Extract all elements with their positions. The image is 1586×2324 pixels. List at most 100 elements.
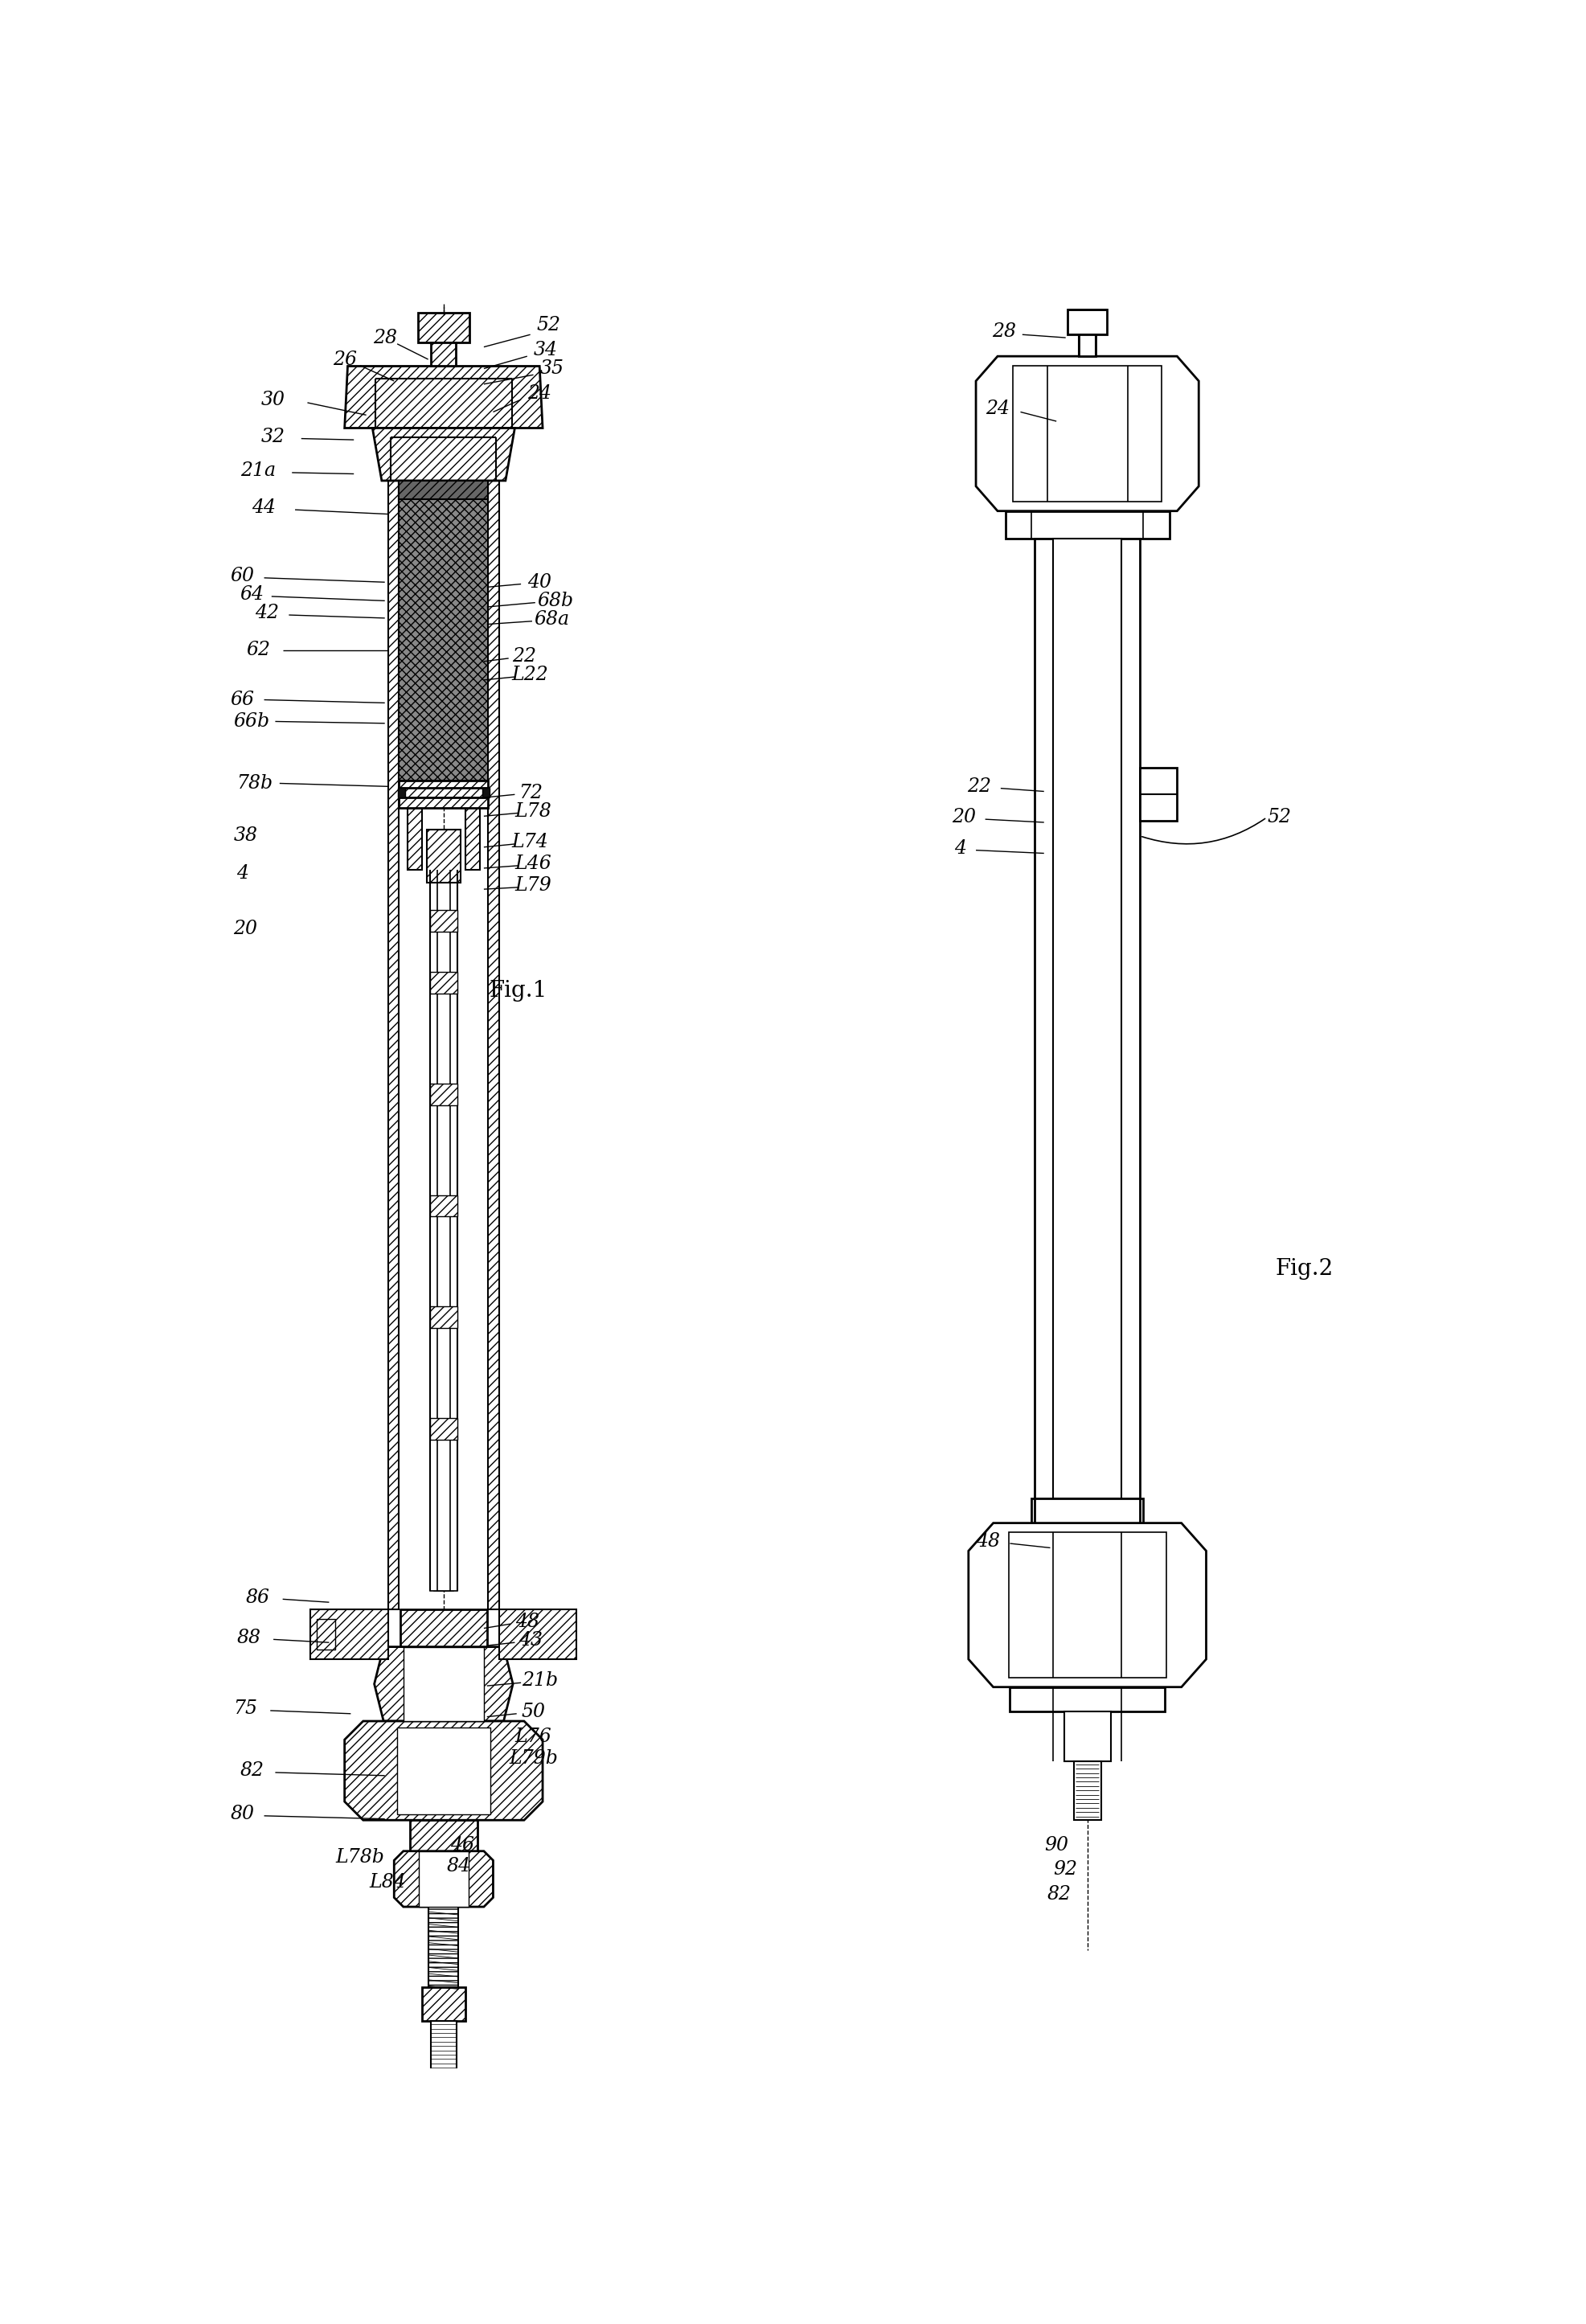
Text: 80: 80 [230, 1806, 254, 1824]
Bar [1074, 1762, 1102, 1820]
Bar [389, 481, 400, 1611]
Bar [403, 1648, 484, 1722]
Bar [430, 1195, 457, 1218]
Bar [1140, 767, 1177, 820]
Bar [488, 481, 500, 1611]
Text: 38: 38 [233, 827, 257, 846]
Text: 64: 64 [239, 586, 263, 604]
Text: 75: 75 [233, 1699, 257, 1717]
Bar [482, 788, 490, 797]
Bar [1031, 1499, 1144, 1522]
Text: 26: 26 [333, 351, 357, 370]
Text: 82: 82 [1047, 1885, 1072, 1903]
Bar [430, 1306, 457, 1327]
Text: 50: 50 [522, 1703, 546, 1722]
Text: 68b: 68b [538, 593, 573, 609]
Text: L22: L22 [512, 665, 549, 683]
Text: 21a: 21a [239, 462, 276, 481]
Text: 4: 4 [955, 839, 966, 858]
Text: 48: 48 [515, 1613, 539, 1631]
Text: L79b: L79b [509, 1750, 558, 1769]
Bar [430, 1083, 457, 1106]
Text: L78: L78 [515, 802, 552, 820]
Text: 21b: 21b [522, 1671, 558, 1690]
Polygon shape [344, 1722, 542, 1820]
Text: 52: 52 [536, 316, 561, 335]
Text: 48: 48 [977, 1532, 1001, 1550]
Text: 60: 60 [230, 567, 254, 586]
Bar [1078, 335, 1096, 356]
Bar [430, 1418, 457, 1439]
Bar [1064, 1713, 1110, 1762]
Text: 68a: 68a [534, 611, 569, 627]
Bar [427, 830, 462, 883]
Bar [396, 1727, 490, 1815]
Text: 66: 66 [230, 690, 254, 709]
Bar [1067, 309, 1107, 335]
Bar [422, 1987, 465, 2022]
Text: 20: 20 [233, 920, 257, 939]
Text: L79: L79 [515, 876, 552, 895]
Bar [431, 342, 457, 367]
Bar [465, 809, 479, 869]
Bar [417, 314, 469, 342]
Bar [430, 971, 457, 995]
Text: L46: L46 [515, 855, 552, 874]
Bar [400, 781, 488, 809]
Polygon shape [393, 1852, 493, 1906]
Bar [419, 1852, 468, 1906]
Bar [431, 2022, 457, 2073]
Text: 22: 22 [512, 646, 536, 665]
Text: 40: 40 [528, 574, 552, 590]
Text: 52: 52 [1267, 809, 1291, 827]
Bar [317, 1620, 335, 1650]
Text: 34: 34 [533, 342, 558, 360]
Text: 62: 62 [246, 641, 270, 660]
Text: 20: 20 [952, 809, 975, 827]
Text: L84: L84 [370, 1873, 406, 1892]
Text: 88: 88 [236, 1629, 260, 1648]
Text: 4: 4 [236, 865, 249, 883]
Text: 66b: 66b [233, 711, 270, 730]
Polygon shape [344, 367, 542, 428]
Text: 28: 28 [991, 323, 1017, 342]
Bar [400, 481, 488, 781]
Bar [438, 869, 450, 1592]
Text: 24: 24 [985, 400, 1010, 418]
Text: 22: 22 [967, 776, 991, 795]
Polygon shape [374, 1648, 512, 1722]
Text: Fig.1: Fig.1 [488, 981, 547, 1002]
Bar [500, 1611, 577, 1659]
Bar [400, 1611, 487, 1648]
Bar [1010, 1687, 1164, 1713]
Text: 32: 32 [262, 428, 285, 446]
Bar [409, 1820, 477, 1852]
Text: 90: 90 [1044, 1836, 1069, 1855]
Polygon shape [969, 1522, 1207, 1687]
Text: 46: 46 [450, 1836, 474, 1855]
Bar [1006, 511, 1169, 539]
Text: L74: L74 [512, 832, 549, 851]
Text: 44: 44 [252, 500, 276, 518]
Text: 35: 35 [539, 360, 565, 379]
Text: Fig.2: Fig.2 [1275, 1257, 1332, 1281]
Text: 72: 72 [519, 783, 542, 802]
Text: L76: L76 [515, 1727, 552, 1745]
Bar [400, 481, 488, 500]
Polygon shape [975, 356, 1199, 511]
Text: 84: 84 [447, 1857, 471, 1875]
Bar [1013, 365, 1161, 502]
Bar [398, 788, 406, 797]
Text: L78b: L78b [336, 1848, 384, 1866]
Bar [1034, 539, 1140, 1499]
Polygon shape [373, 428, 515, 481]
Text: 24: 24 [528, 383, 552, 402]
Text: 78b: 78b [236, 774, 273, 792]
Bar [433, 869, 454, 1592]
Bar [430, 911, 457, 932]
Bar [430, 869, 457, 1592]
Text: 28: 28 [373, 328, 396, 346]
Bar [408, 809, 422, 869]
Bar [311, 1611, 389, 1659]
Text: 82: 82 [239, 1762, 263, 1780]
